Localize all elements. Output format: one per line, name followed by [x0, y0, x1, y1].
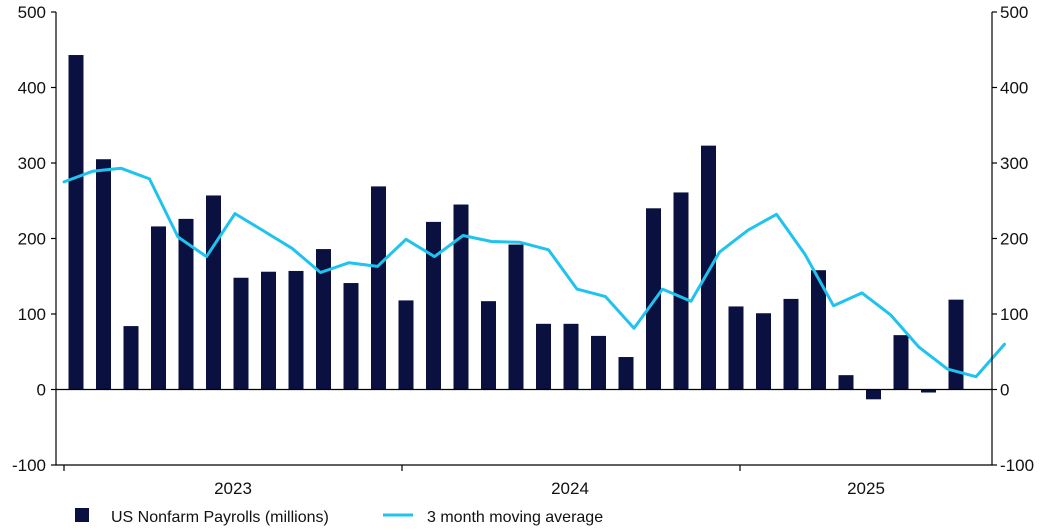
bar — [756, 313, 771, 390]
bar — [563, 323, 579, 390]
bar — [178, 218, 194, 390]
bar — [508, 244, 524, 390]
left-tick-label: 400 — [18, 79, 46, 98]
moving-average-line — [62, 166, 1006, 379]
bar — [838, 375, 854, 390]
bar — [261, 271, 276, 390]
bar-series — [68, 55, 964, 400]
bar — [426, 221, 441, 390]
bar — [398, 300, 414, 390]
left-tick-label: 300 — [18, 154, 46, 173]
legend-bar-swatch — [75, 508, 89, 522]
bar — [371, 186, 386, 390]
left-tick-label: 200 — [18, 230, 46, 249]
right-tick-label: 500 — [1000, 3, 1028, 22]
bar — [701, 145, 716, 390]
bar — [893, 335, 909, 390]
bar — [618, 357, 634, 390]
bar — [591, 335, 606, 390]
bar — [343, 283, 359, 390]
bar — [151, 226, 166, 390]
right-tick-label: 300 — [1000, 154, 1028, 173]
left-tick-label: -100 — [12, 456, 46, 475]
axes — [51, 11, 997, 471]
bar — [288, 270, 304, 390]
legend: US Nonfarm Payrolls (millions) 3 month mo… — [75, 508, 603, 526]
bar — [96, 159, 111, 390]
bar — [866, 389, 881, 400]
bar — [811, 270, 826, 390]
right-tick-label: 400 — [1000, 79, 1028, 98]
right-tick-label: 200 — [1000, 230, 1028, 249]
right-tick-label: 100 — [1000, 305, 1028, 324]
left-tick-label: 0 — [37, 381, 46, 400]
bar — [646, 208, 661, 390]
bar — [536, 323, 551, 390]
left-tick-label: 500 — [18, 3, 46, 22]
bar — [673, 192, 689, 390]
bar — [783, 298, 799, 390]
bar — [68, 55, 84, 390]
right-tick-label: -100 — [1000, 456, 1034, 475]
legend-line-label: 3 month moving average — [427, 509, 603, 526]
bar — [948, 299, 964, 390]
axis-labels: -100 -100 0 0 100 100 200 200 300 300 400 400 500 500… — [12, 3, 1034, 498]
moving-average-series — [62, 166, 1006, 379]
bar — [206, 195, 221, 390]
legend-bar-label: US Nonfarm Payrolls (millions) — [111, 509, 329, 526]
bar — [728, 306, 744, 390]
year-label: 2024 — [551, 479, 589, 498]
left-tick-label: 100 — [18, 305, 46, 324]
year-label: 2025 — [847, 479, 885, 498]
bar — [233, 277, 249, 390]
bar — [453, 204, 469, 390]
right-tick-label: 0 — [1000, 381, 1009, 400]
bar — [123, 326, 139, 390]
bar — [921, 389, 936, 393]
bar — [316, 249, 331, 390]
year-label: 2023 — [214, 479, 252, 498]
bar — [481, 301, 496, 390]
